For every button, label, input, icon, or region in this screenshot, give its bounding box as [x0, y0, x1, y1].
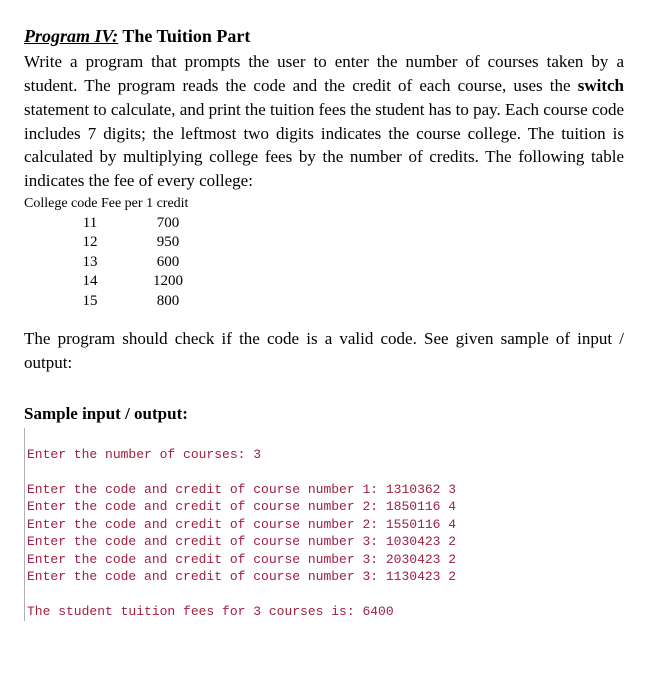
console-output: Enter the number of courses: 3 Enter the… [24, 428, 624, 621]
cell-fee: 950 [138, 233, 216, 253]
console-line: The student tuition fees for 3 courses i… [27, 604, 394, 619]
check-text: The program should check if the code is … [24, 327, 624, 375]
console-line: Enter the code and credit of course numb… [27, 499, 456, 514]
console-line: Enter the code and credit of course numb… [27, 517, 456, 532]
table-row: 11 700 [60, 214, 216, 234]
table-row: 12 950 [60, 233, 216, 253]
sample-heading: Sample input / output: [24, 403, 624, 426]
cell-code: 12 [60, 233, 138, 253]
switch-keyword: switch [578, 76, 624, 95]
console-line: Enter the code and credit of course numb… [27, 534, 456, 549]
fee-table: 11 700 12 950 13 600 14 1200 15 800 [60, 214, 216, 312]
console-line: Enter the code and credit of course numb… [27, 552, 456, 567]
cell-fee: 700 [138, 214, 216, 234]
cell-code: 11 [60, 214, 138, 234]
cell-code: 14 [60, 272, 138, 292]
cell-fee: 600 [138, 253, 216, 273]
table-row: 15 800 [60, 292, 216, 312]
title-rest: The Tuition Part [118, 26, 250, 46]
program-label: Program IV: [24, 26, 118, 46]
console-blank [27, 587, 35, 602]
cell-code: 15 [60, 292, 138, 312]
table-row: 13 600 [60, 253, 216, 273]
console-line: Enter the number of courses: 3 [27, 447, 261, 462]
console-blank [27, 464, 35, 479]
cell-fee: 1200 [138, 272, 216, 292]
table-row: 14 1200 [60, 272, 216, 292]
cell-fee: 800 [138, 292, 216, 312]
body-text-2: statement to calculate, and print the tu… [24, 100, 624, 190]
console-line: Enter the code and credit of course numb… [27, 569, 456, 584]
table-header: College code Fee per 1 credit [24, 195, 624, 214]
cell-code: 13 [60, 253, 138, 273]
body-paragraph: Write a program that prompts the user to… [24, 50, 624, 193]
body-text-1: Write a program that prompts the user to… [24, 52, 624, 95]
title-line: Program IV: The Tuition Part [24, 24, 624, 48]
console-line: Enter the code and credit of course numb… [27, 482, 456, 497]
